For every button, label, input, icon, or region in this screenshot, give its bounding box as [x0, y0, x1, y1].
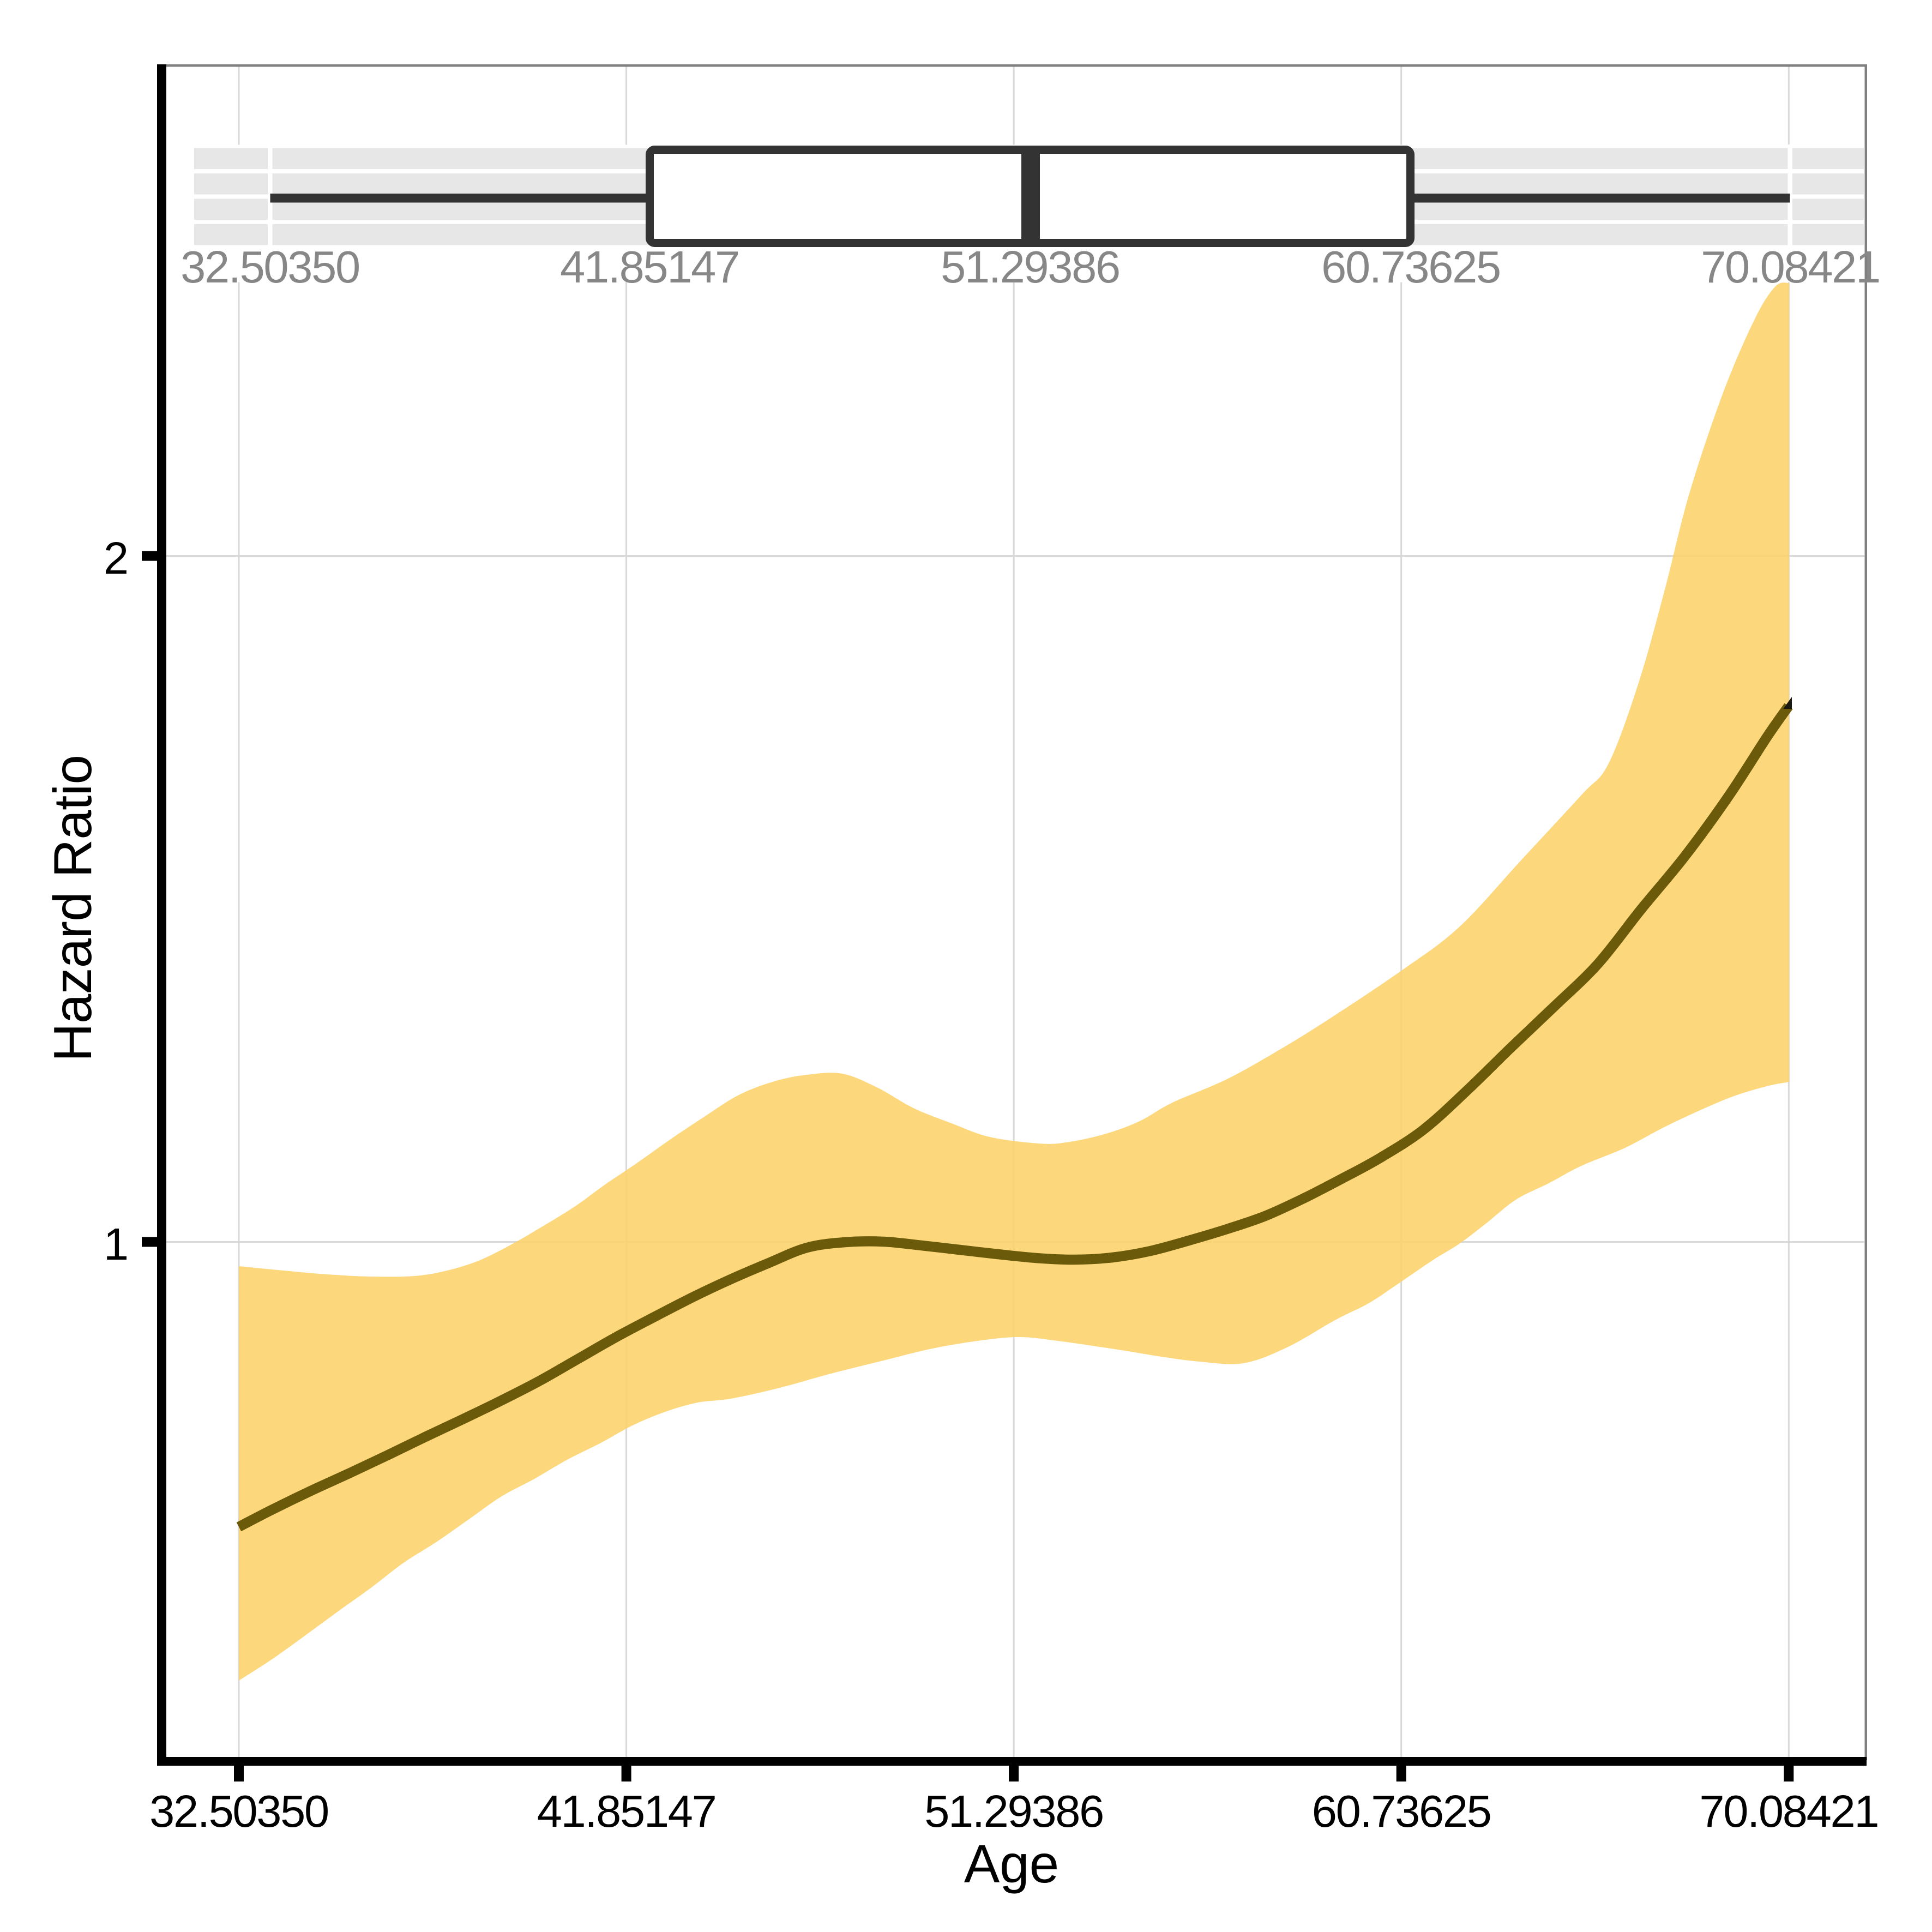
svg-text:41.85147: 41.85147: [560, 242, 739, 292]
svg-text:60.73625: 60.73625: [1312, 1786, 1491, 1837]
svg-text:41.85147: 41.85147: [537, 1786, 716, 1837]
svg-text:32.50350: 32.50350: [149, 1786, 328, 1837]
svg-text:51.29386: 51.29386: [941, 242, 1120, 292]
svg-text:60.73625: 60.73625: [1321, 242, 1500, 292]
svg-text:70.08421: 70.08421: [1699, 1786, 1878, 1837]
svg-text:51.29386: 51.29386: [924, 1786, 1103, 1837]
svg-text:1: 1: [104, 1219, 129, 1269]
svg-text:2: 2: [104, 533, 129, 583]
svg-text:Age: Age: [964, 1834, 1059, 1894]
svg-text:70.08421: 70.08421: [1701, 242, 1880, 292]
svg-text:32.50350: 32.50350: [180, 242, 359, 292]
svg-text:Hazard Ratio: Hazard Ratio: [43, 755, 103, 1062]
